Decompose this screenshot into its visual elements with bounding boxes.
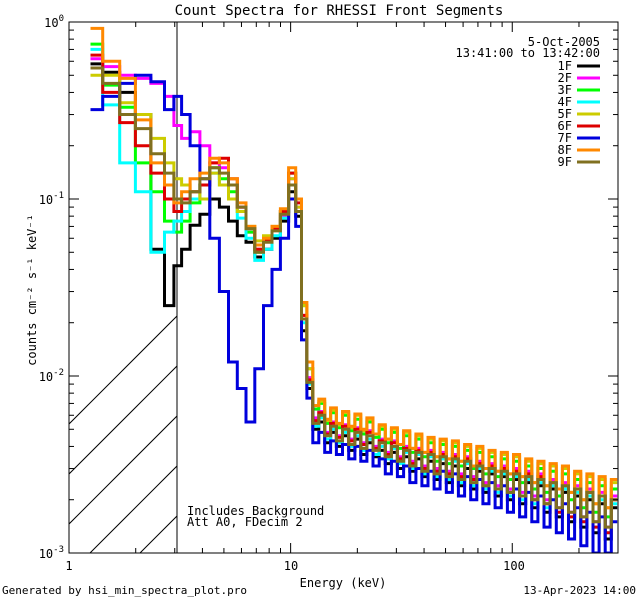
x-axis-label: Energy (keV): [300, 576, 387, 590]
plot-frame: [68, 21, 619, 554]
y-tick-label-0.001: 10-3: [39, 545, 64, 561]
legend-label-9F: 9F: [558, 155, 572, 169]
series-9F: [90, 66, 618, 529]
y-tick-label-0.01: 10-2: [39, 368, 64, 384]
footer-timestamp: 13-Apr-2023 14:00: [523, 584, 636, 597]
legend-label-1F: 1F: [558, 59, 572, 73]
time-range-label: 13:41:00 to 13:42:00: [456, 46, 601, 60]
footer-generated-by: Generated by hsi_min_spectra_plot.pro: [2, 584, 247, 597]
hatch-line: [69, 365, 177, 475]
date-label: 5-Oct-2005: [528, 35, 600, 49]
chart-title: Count Spectra for RHESSI Front Segments: [175, 3, 504, 19]
annotation-background: Includes Background: [187, 504, 324, 518]
x-tick-label-10: 10: [284, 559, 298, 573]
y-axis-label: counts cm⁻² s⁻¹ keV⁻¹: [25, 214, 39, 366]
legend-label-6F: 6F: [558, 119, 572, 133]
legend-label-8F: 8F: [558, 143, 572, 157]
series-layer: [90, 26, 618, 553]
hatch-line: [590, 0, 640, 553]
y-tick-label-0.1: 10-1: [39, 191, 64, 207]
legend-label-4F: 4F: [558, 95, 572, 109]
annotation-attenuator: Att A0, FDecim 2: [187, 515, 303, 529]
x-tick-label-1: 1: [65, 559, 72, 573]
legend-label-3F: 3F: [558, 83, 572, 97]
legend-label-7F: 7F: [558, 131, 572, 145]
hatch-line: [69, 415, 177, 525]
y-tick-label-1: 100: [44, 14, 64, 30]
legend-label-2F: 2F: [558, 71, 572, 85]
legend-label-5F: 5F: [558, 107, 572, 121]
ticks-layer: [68, 21, 619, 554]
x-tick-label-100: 100: [503, 559, 525, 573]
hatched-region: [69, 0, 640, 553]
